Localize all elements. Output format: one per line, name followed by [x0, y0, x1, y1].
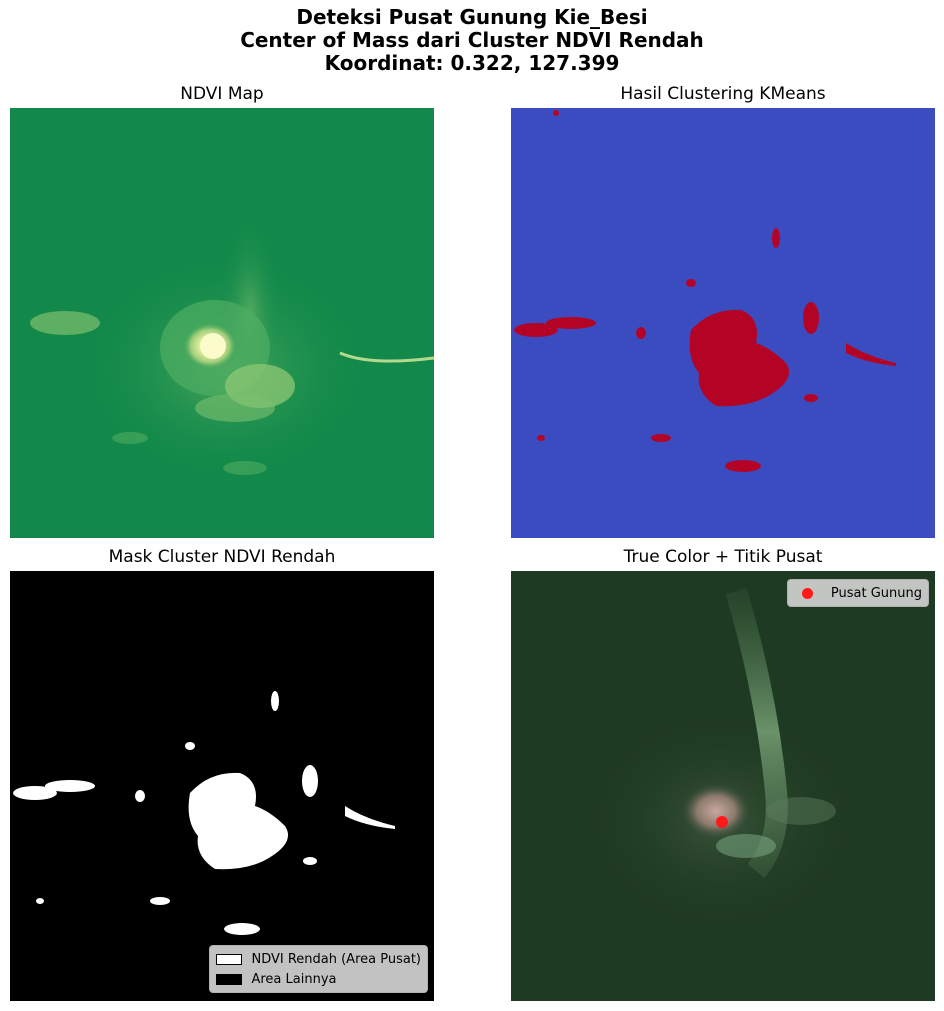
title-line-3: Koordinat: 0.322, 127.399 — [324, 51, 620, 75]
ndvi-map-image — [10, 108, 434, 538]
title-line-2: Center of Mass dari Cluster NDVI Rendah — [240, 28, 704, 52]
ndvi-map-title: NDVI Map — [180, 84, 264, 104]
legend-item-other-area: Area Lainnya — [216, 969, 421, 989]
legend-label-center: Pusat Gunung — [830, 585, 922, 601]
red-dot-icon — [801, 587, 813, 599]
white-swatch-icon — [216, 953, 243, 965]
truecolor-title: True Color + Titik Pusat — [623, 547, 823, 567]
title-line-1: Deteksi Pusat Gunung Kie_Besi — [296, 5, 648, 29]
legend-label-other-area: Area Lainnya — [251, 971, 337, 987]
legend-item-center: Pusat Gunung — [794, 583, 922, 603]
legend-label-low-ndvi: NDVI Rendah (Area Pusat) — [251, 951, 421, 967]
legend-item-low-ndvi: NDVI Rendah (Area Pusat) — [216, 949, 421, 969]
mask-image: NDVI Rendah (Area Pusat) Area Lainnya — [10, 571, 434, 1001]
mask-title: Mask Cluster NDVI Rendah — [108, 547, 336, 567]
mountain-center-marker — [716, 816, 728, 828]
truecolor-image: Pusat Gunung — [511, 571, 935, 1001]
black-swatch-icon — [216, 973, 243, 985]
truecolor-legend: Pusat Gunung — [786, 579, 929, 607]
figure-title: Deteksi Pusat Gunung Kie_Besi Center of … — [0, 6, 944, 75]
mask-legend: NDVI Rendah (Area Pusat) Area Lainnya — [209, 945, 428, 993]
clustering-title: Hasil Clustering KMeans — [620, 84, 826, 104]
clustering-image — [511, 108, 935, 538]
